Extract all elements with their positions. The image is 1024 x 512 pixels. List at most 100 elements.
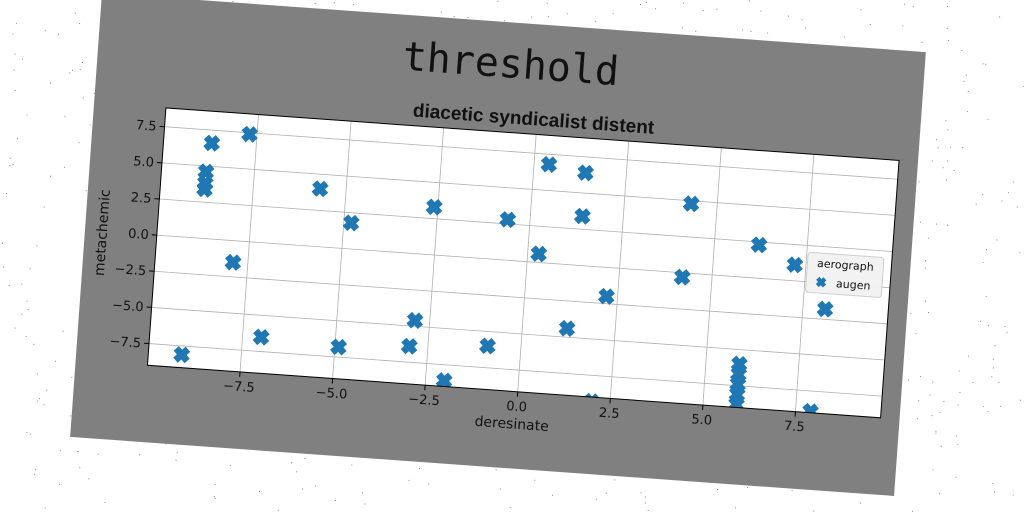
noise-dot xyxy=(9,157,11,159)
noise-dot xyxy=(647,509,649,511)
noise-dot xyxy=(12,33,14,35)
noise-dot xyxy=(1001,200,1003,202)
x-gridline xyxy=(795,154,815,412)
noise-dot xyxy=(551,494,553,496)
noise-dot xyxy=(612,13,614,15)
noise-dot xyxy=(932,469,934,471)
noise-dot xyxy=(928,312,929,314)
noise-dot xyxy=(12,164,14,166)
noise-dot xyxy=(860,502,862,504)
noise-dot xyxy=(947,6,948,8)
noise-dot xyxy=(992,358,994,360)
noise-dot xyxy=(760,10,762,12)
data-point xyxy=(829,441,847,459)
noise-dot xyxy=(985,296,987,298)
noise-dot xyxy=(640,4,641,6)
noise-dot xyxy=(1007,192,1009,194)
noise-dot xyxy=(34,473,36,475)
noise-dot xyxy=(594,20,596,22)
y-gridline xyxy=(161,162,896,216)
noise-dot xyxy=(64,115,66,117)
noise-dot xyxy=(1016,206,1018,208)
data-point xyxy=(173,346,191,364)
chart-figure: threshold diacetic syndicalist distent −7… xyxy=(70,0,926,496)
noise-dot xyxy=(994,491,995,493)
data-point xyxy=(252,328,270,346)
noise-dot xyxy=(931,160,933,162)
grid xyxy=(148,114,898,412)
noise-dot xyxy=(499,488,501,490)
noise-dot xyxy=(291,462,292,464)
noise-dot xyxy=(44,507,46,509)
noise-dot xyxy=(364,503,366,505)
x-gridline xyxy=(239,114,259,372)
data-point xyxy=(816,300,834,318)
noise-dot xyxy=(21,283,23,285)
noise-dot xyxy=(315,485,317,487)
noise-dot xyxy=(958,370,960,372)
noise-dot xyxy=(1006,331,1008,333)
noise-dot xyxy=(748,0,750,2)
noise-dot xyxy=(314,2,316,4)
chart-svg: diacetic syndicalist distent−7.5 −5.0 −2.5… xyxy=(92,101,900,459)
axes-frame xyxy=(146,107,900,419)
y-tick-label: 0.0 xyxy=(128,227,150,243)
data-point xyxy=(196,180,214,198)
data-point xyxy=(530,245,548,263)
noise-dot xyxy=(104,502,106,504)
noise-dot xyxy=(936,139,938,141)
noise-dot xyxy=(945,120,947,122)
data-point xyxy=(224,253,242,271)
noise-dot xyxy=(59,483,61,485)
noise-dot xyxy=(258,491,260,492)
data-point xyxy=(750,236,768,254)
noise-dot xyxy=(548,16,550,18)
noise-dot xyxy=(962,147,964,149)
y-gridline xyxy=(164,126,898,180)
x-axis-label: deresinate xyxy=(474,414,549,435)
noise-dot xyxy=(296,471,298,473)
noise-dot xyxy=(985,63,987,65)
noise-dot xyxy=(996,239,998,241)
noise-dot xyxy=(805,27,807,29)
noise-dot xyxy=(595,498,597,500)
noise-dot xyxy=(681,27,683,29)
noise-dot xyxy=(467,17,469,18)
noise-dot xyxy=(928,237,930,239)
noise-dot xyxy=(59,450,61,452)
noise-dot xyxy=(50,82,51,84)
noise-dot xyxy=(947,129,949,131)
noise-dot xyxy=(1019,252,1021,254)
noise-dot xyxy=(998,381,1000,383)
noise-dot xyxy=(767,32,769,34)
noise-dot xyxy=(1000,405,1002,407)
noise-dot xyxy=(915,333,917,335)
x-gridline xyxy=(702,147,722,406)
noise-dot xyxy=(175,459,177,461)
data-point xyxy=(597,287,615,305)
noise-dot xyxy=(1004,326,1006,328)
noise-dot xyxy=(924,267,926,269)
noise-dot xyxy=(937,147,939,149)
x-gridline xyxy=(424,127,445,386)
noise-dot xyxy=(991,376,993,378)
noise-dot xyxy=(860,9,862,11)
data-point xyxy=(829,429,847,447)
noise-dot xyxy=(2,266,4,268)
noise-dot xyxy=(956,435,958,437)
noise-dot xyxy=(614,479,616,481)
noise-dot xyxy=(509,507,511,509)
noise-dot xyxy=(495,469,497,471)
noise-dot xyxy=(213,495,215,497)
noise-dot xyxy=(14,53,16,55)
noise-dot xyxy=(655,8,656,10)
noise-dot xyxy=(695,30,697,32)
noise-dot xyxy=(911,510,913,512)
noise-dot xyxy=(46,389,48,391)
noise-dot xyxy=(938,493,940,495)
noise-dot xyxy=(9,165,11,167)
noise-dot xyxy=(440,11,442,13)
noise-dot xyxy=(750,31,752,32)
noise-dot xyxy=(8,284,10,286)
noise-dot xyxy=(546,2,548,4)
